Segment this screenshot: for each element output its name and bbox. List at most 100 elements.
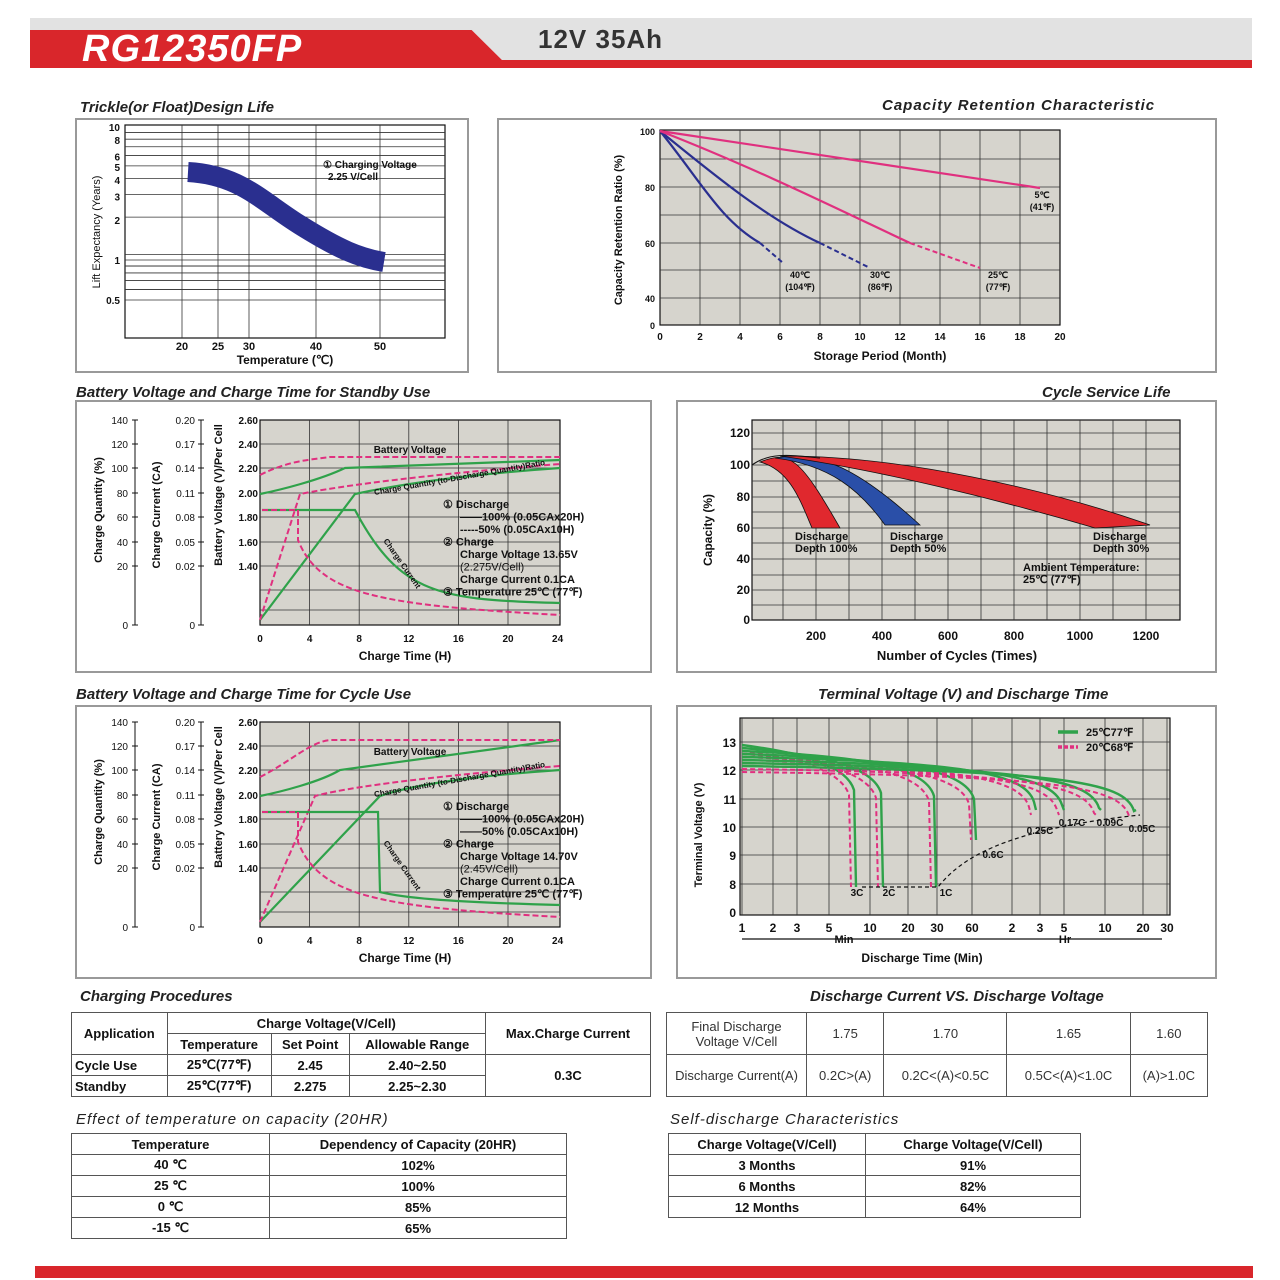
chart-note: ③ Temperature 25℃ (77℉): [443, 889, 583, 901]
voltage-tick: 1.40: [239, 864, 259, 875]
table-row: 3 Months 91%: [668, 1154, 1081, 1176]
discharge-curve-25c: [741, 764, 1137, 813]
temp-effect-title: Effect of temperature on capacity (20HR): [76, 1111, 389, 1128]
y-axis-label: Capacity Retention Ratio (%): [613, 154, 625, 305]
x-tick-label: 40: [310, 341, 322, 353]
design-life-band: [187, 162, 386, 272]
y-tick-label: 80: [645, 183, 655, 193]
y-tick-label: 4: [114, 176, 120, 187]
y-tick-label: 1: [114, 256, 120, 267]
discharge-title: Discharge Current VS. Discharge Voltage: [810, 988, 1104, 1005]
curve-label: 30℃: [870, 270, 890, 280]
cell: 2.25~2.30: [348, 1075, 487, 1097]
x-tick-label: 0: [257, 936, 263, 947]
label: Depth 100%: [795, 543, 858, 555]
cell: 65%: [269, 1217, 567, 1239]
y-axis-label: Terminal Voltage (V): [693, 782, 705, 887]
voltage-curve: [259, 458, 561, 496]
cell: 85%: [269, 1196, 567, 1218]
y-tick-label: 40: [737, 552, 751, 566]
h-final-voltage: Final Discharge Voltage V/Cell: [666, 1012, 807, 1055]
y-tick-label: 80: [737, 490, 751, 504]
x-tick-label: 20: [176, 341, 188, 353]
x-tick-label: 16: [453, 634, 465, 645]
table-row: 12 Months 64%: [668, 1196, 1081, 1218]
current-curve-50: [262, 811, 561, 918]
h-charge-voltage: Charge Voltage(V/Cell): [166, 1012, 487, 1034]
quantity-curve-50: [259, 463, 561, 621]
cell: 3 Months: [668, 1154, 866, 1176]
x-tick-label: 4: [307, 936, 313, 947]
curve-label-f: (41℉): [1030, 202, 1055, 212]
x-tick-label: 5: [826, 921, 833, 935]
table-row: 25 ℃ 100%: [71, 1175, 567, 1197]
x-tick-label: 0: [657, 332, 663, 343]
cycle-use-chart: 1401201008060402000.200.170.140.110.080.…: [93, 718, 584, 965]
charge-quantity-tick: 80: [117, 489, 129, 500]
y-tick-label: 8: [729, 878, 736, 892]
cell: Cycle Use: [71, 1054, 168, 1076]
x-tick-label: 14: [934, 332, 946, 343]
y-tick-label: 6: [114, 153, 120, 164]
cell: 102%: [269, 1154, 567, 1176]
x-tick-label: 1000: [1067, 629, 1094, 643]
y-tick-label: 100: [640, 127, 655, 137]
x-tick-label: 2: [697, 332, 703, 343]
curve-40c: [659, 130, 761, 244]
y-tick-label: 11: [723, 793, 736, 807]
charge-current-tick: 0.11: [176, 791, 195, 802]
header-cell: Temperature: [71, 1133, 270, 1155]
h-max-current: Max.Charge Current: [485, 1012, 651, 1055]
header-cell: Charge Voltage(V/Cell): [865, 1133, 1081, 1155]
charge-current-tick: 0.05: [176, 840, 196, 851]
cell: Standby: [71, 1075, 168, 1097]
cell: 1.65: [1006, 1012, 1131, 1055]
chart-note: Charge Voltage 14.70V: [460, 851, 578, 863]
y1-axis-label: Charge Quantity (%): [93, 457, 105, 563]
cell: 2.40~2.50: [348, 1054, 487, 1076]
x-tick-label: 20: [901, 921, 915, 935]
y2-axis-label: Charge Current (CA): [151, 763, 163, 870]
cell: 91%: [865, 1154, 1081, 1176]
x-tick-label: 10: [863, 921, 877, 935]
y-tick-label: 0.5: [106, 296, 120, 307]
discharge-table: Final Discharge Voltage V/Cell 1.75 1.70 1.…: [666, 1012, 1209, 1097]
cycle-life-title: Cycle Service Life: [1042, 384, 1171, 401]
label: Discharge: [795, 531, 848, 543]
table-row: 40 ℃ 102%: [71, 1154, 567, 1176]
x-tick-label: 3: [794, 921, 801, 935]
legend-20c: 20℃68℉: [1086, 742, 1134, 754]
rate-label: 0.17C: [1059, 818, 1086, 829]
battery-voltage-label: Battery Voltage: [374, 747, 447, 758]
x-axis-label: Storage Period (Month): [814, 349, 947, 363]
temp-effect-table: Temperature Dependency of Capacity (20HR)…: [71, 1133, 567, 1239]
y-tick-label: 5: [114, 163, 120, 174]
rate-label: 0.25C: [1027, 826, 1054, 837]
table-row: 6 Months 82%: [668, 1175, 1081, 1197]
chart-note: -----50% (0.05CAx10H): [460, 524, 575, 536]
charge-quantity-tick: 0: [122, 621, 128, 632]
terminal-title: Terminal Voltage (V) and Discharge Time: [818, 686, 1109, 703]
voltage-tick: 2.20: [239, 464, 259, 475]
x-tick-label: 50: [374, 341, 386, 353]
voltage-tick: 1.80: [239, 513, 259, 524]
cell: 6 Months: [668, 1175, 866, 1197]
quantity-curve: [259, 768, 561, 923]
cell: 25℃(77℉): [166, 1054, 272, 1076]
cell: 0.2C<(A)<0.5C: [883, 1054, 1008, 1097]
trickle-title: Trickle(or Float)Design Life: [80, 99, 274, 116]
charging-voltage-value: 2.25 V/Cell: [328, 172, 378, 183]
charging-voltage-note: ① Charging Voltage: [323, 160, 417, 171]
chart-note: Charge Current 0.1CA: [460, 876, 575, 888]
terminal-chart-panel: 13 12 11 10 9 8 0 1 2 3 5 10 20 30 60 2 3 5 10 20 30 Min Hr Dis…: [676, 705, 1217, 979]
h-discharge-current: Discharge Current(A): [666, 1054, 807, 1097]
charge-quantity-tick: 140: [111, 718, 128, 729]
standby-title: Battery Voltage and Charge Time for Stan…: [76, 384, 431, 401]
table-row: 0 ℃ 85%: [71, 1196, 567, 1218]
x-tick-label: 18: [1014, 332, 1026, 343]
table-row: Cycle Use 25℃(77℉) 2.45 2.40~2.50 0.3C: [71, 1054, 651, 1097]
header-rule: [30, 60, 1252, 68]
y-tick-label: 10: [109, 123, 121, 134]
y-tick-label: 13: [723, 736, 737, 750]
voltage-curve-50: [259, 739, 560, 778]
